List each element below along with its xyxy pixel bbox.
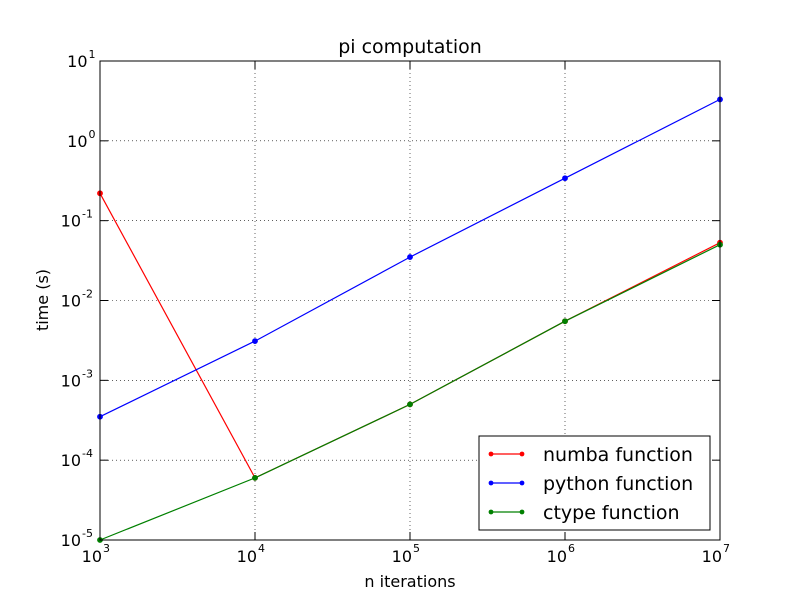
legend: numba function python function ctype funct… (478, 435, 711, 531)
legend-item: python function (488, 473, 693, 495)
legend-marker (519, 509, 525, 515)
y-tick-exponent: -3 (82, 367, 93, 380)
data-point (562, 175, 568, 182)
data-point (407, 254, 413, 260)
y-tick-base: 10 (61, 212, 81, 231)
data-point (252, 474, 258, 481)
y-tick-label: 10 1 (67, 48, 95, 71)
legend-marker (488, 451, 494, 457)
y-tick-label: 10 -4 (61, 447, 93, 470)
x-tick-label: 10 5 (392, 542, 420, 566)
tick-marks (99, 60, 721, 541)
y-tick-exponent: -2 (82, 288, 93, 301)
x-tick-base: 10 (82, 547, 102, 566)
chart-title: pi computation (338, 36, 482, 58)
legend-label: ctype function (543, 502, 680, 524)
series-python-function (97, 96, 723, 420)
x-tick-exponent: 7 (723, 542, 730, 555)
x-tick-base: 10 (237, 547, 257, 566)
legend-label: numba function (543, 444, 693, 466)
x-tick-exponent: 6 (568, 542, 575, 555)
legend-marker (488, 509, 494, 515)
x-tick-base: 10 (392, 547, 412, 566)
data-point (407, 401, 413, 408)
data-point (562, 318, 568, 325)
x-tick-exponent: 3 (103, 542, 110, 555)
legend-item: numba function (488, 444, 693, 466)
x-tick-labels: 10 3 10 4 10 5 10 6 10 7 (82, 542, 730, 566)
legend-marker (519, 451, 525, 457)
y-tick-exponent: 1 (89, 48, 96, 61)
legend-item: ctype function (488, 502, 680, 524)
y-tick-label: 10 -3 (61, 367, 93, 390)
y-tick-base: 10 (67, 52, 87, 71)
y-tick-base: 10 (67, 132, 87, 151)
x-tick-label: 10 3 (82, 542, 110, 566)
y-tick-exponent: -4 (82, 447, 93, 460)
x-tick-exponent: 4 (258, 542, 265, 555)
y-tick-label: 10 0 (67, 128, 95, 151)
y-tick-base: 10 (61, 292, 81, 311)
legend-label: python function (543, 473, 693, 495)
y-axis-label: time (s) (33, 269, 52, 331)
y-tick-label: 10 -1 (61, 208, 93, 231)
series-line-numba-function (99, 193, 721, 479)
x-axis-label: n iterations (364, 572, 455, 591)
x-tick-label: 10 7 (702, 542, 730, 566)
legend-marker (519, 480, 525, 486)
x-tick-exponent: 5 (413, 542, 420, 555)
data-point (252, 338, 258, 345)
y-tick-label: 10 -5 (61, 527, 93, 550)
y-tick-exponent: -5 (82, 527, 93, 540)
x-tick-label: 10 4 (237, 542, 265, 566)
y-tick-base: 10 (61, 451, 81, 470)
x-tick-base: 10 (547, 547, 567, 566)
y-tick-exponent: -1 (82, 208, 93, 221)
x-tick-label: 10 6 (547, 542, 575, 566)
series-layer (97, 96, 723, 543)
legend-marker (488, 480, 494, 486)
x-tick-base: 10 (702, 547, 722, 566)
y-tick-exponent: 0 (89, 128, 96, 141)
y-tick-base: 10 (61, 531, 81, 550)
y-tick-base: 10 (61, 371, 81, 390)
y-tick-label: 10 -2 (61, 288, 93, 311)
